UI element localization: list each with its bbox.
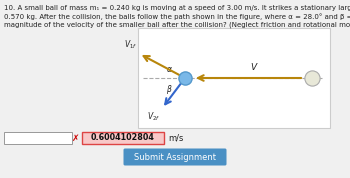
Text: $\beta$: $\beta$ (166, 83, 172, 96)
Text: magnitude of the velocity of the smaller ball after the collision? (Neglect fric: magnitude of the velocity of the smaller… (4, 22, 350, 28)
Text: 10. A small ball of mass m₁ = 0.240 kg is moving at a speed of 3.00 m/s. It stri: 10. A small ball of mass m₁ = 0.240 kg i… (4, 5, 350, 11)
FancyBboxPatch shape (82, 132, 164, 144)
Text: V: V (251, 63, 257, 72)
Text: $\alpha$: $\alpha$ (166, 66, 173, 75)
Text: Submit Assignment: Submit Assignment (134, 153, 216, 161)
FancyBboxPatch shape (4, 132, 72, 144)
Text: ✗: ✗ (72, 134, 80, 143)
Text: $V_{2f}$: $V_{2f}$ (147, 110, 160, 123)
FancyBboxPatch shape (124, 148, 226, 166)
Text: $V_{1f}$: $V_{1f}$ (124, 38, 137, 51)
Text: 0.6004102804: 0.6004102804 (91, 134, 155, 143)
Text: 0.570 kg. After the collision, the balls follow the path shown in the figure, wh: 0.570 kg. After the collision, the balls… (4, 14, 350, 20)
Point (309, 77, 315, 79)
Text: m/s: m/s (168, 134, 183, 143)
FancyBboxPatch shape (138, 28, 330, 128)
Point (182, 77, 188, 79)
